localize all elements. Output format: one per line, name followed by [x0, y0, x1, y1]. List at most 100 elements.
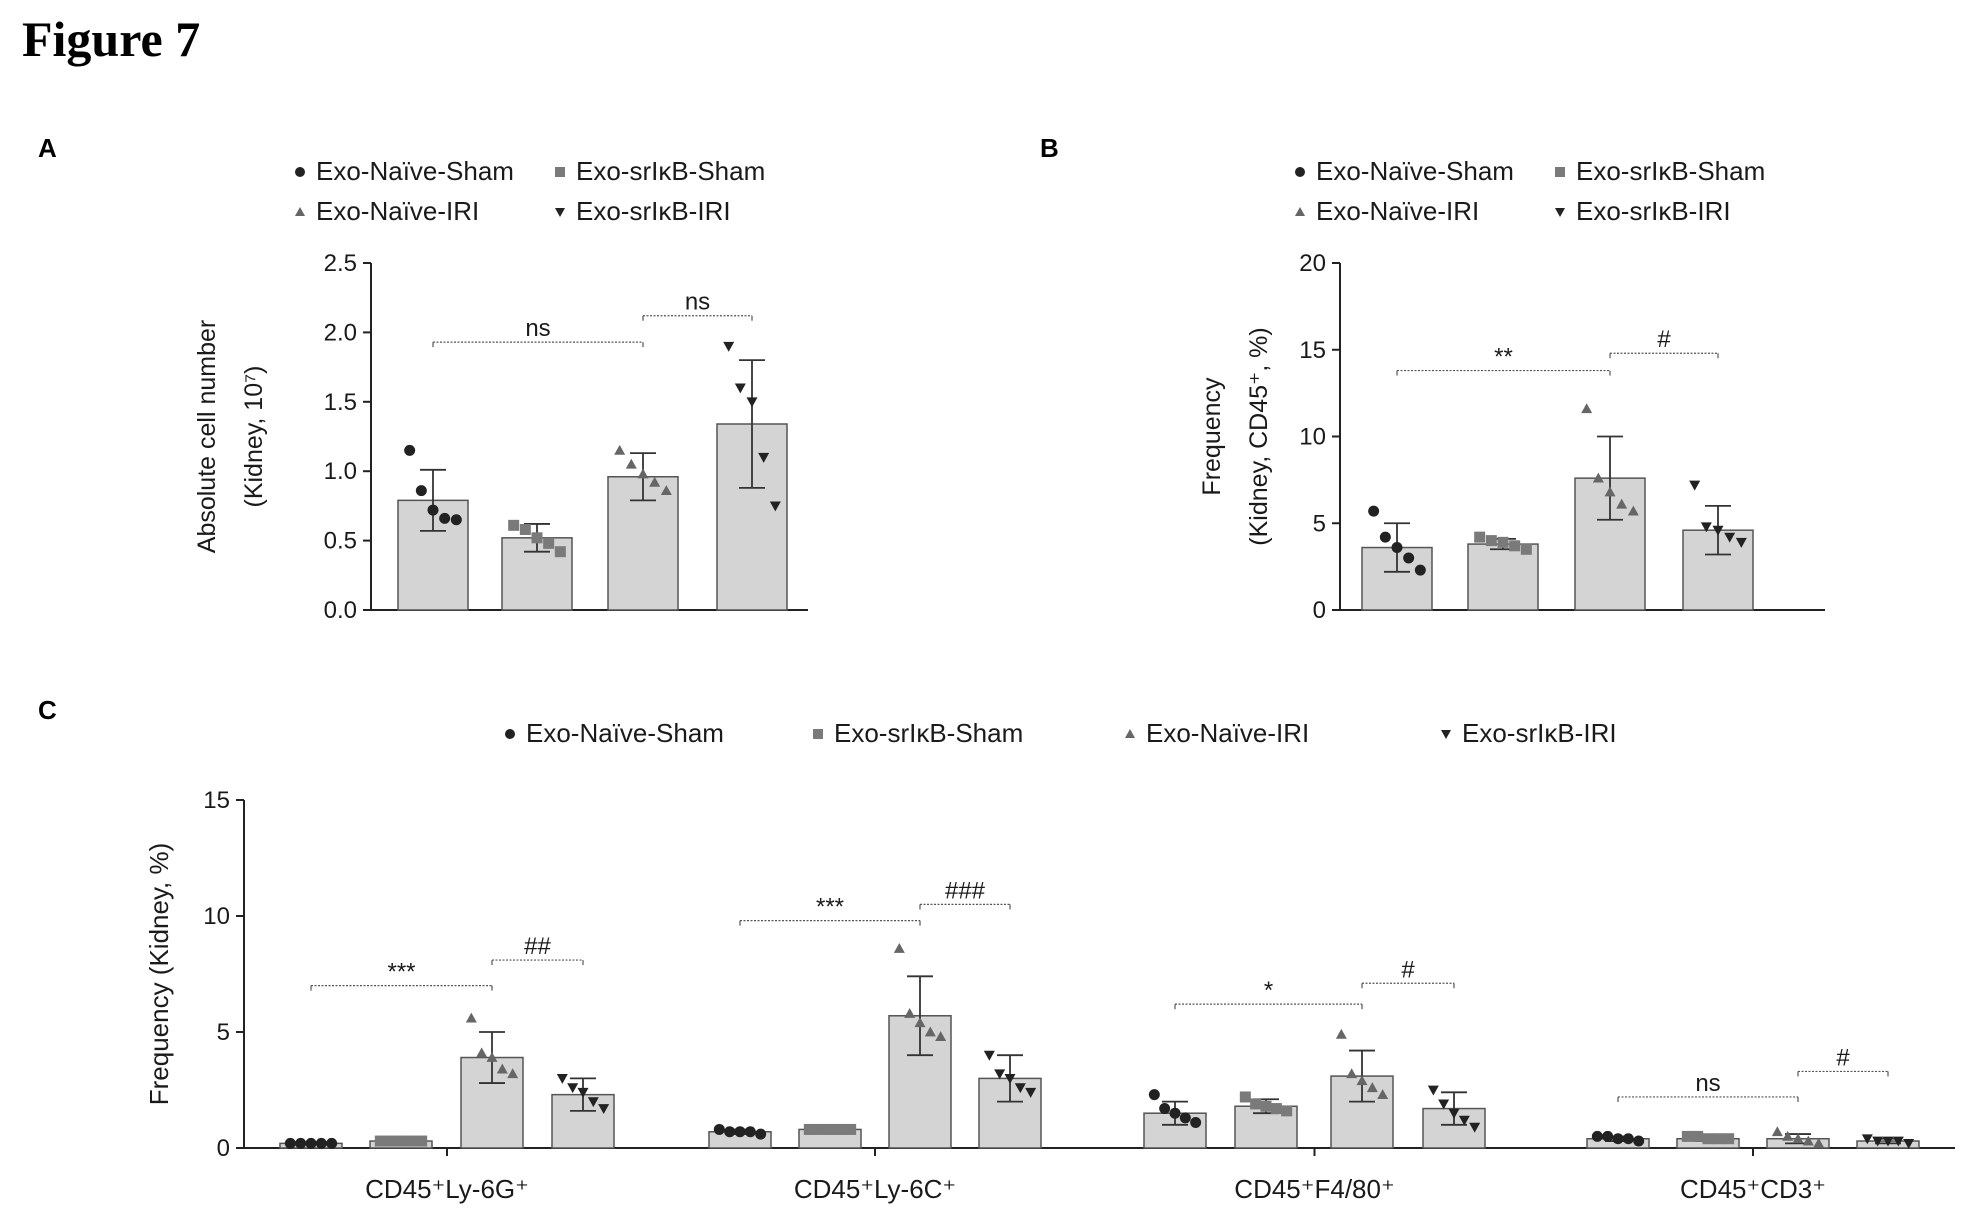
panel-b-data-point [1604, 486, 1616, 497]
panel-c-significance-label: ns [1695, 1070, 1720, 1097]
panel-a-data-point [508, 519, 520, 531]
panel-c-letter: C [38, 695, 57, 725]
panel-a-legend-marker-1 [555, 167, 565, 177]
panel-c-data-point [755, 1128, 767, 1140]
panel-a-y-tick-label: 1.0 [324, 458, 357, 485]
panel-c-data-point [416, 1135, 428, 1147]
panel-a-data-point [531, 532, 543, 544]
panel-c-data-point [326, 1137, 338, 1149]
panel-c-data-point [845, 1123, 857, 1135]
panel-c-data-point [1692, 1130, 1704, 1142]
panel-a-data-point [746, 397, 758, 408]
panel-b-data-point [1485, 535, 1497, 547]
panel-b-data-point [1616, 498, 1628, 509]
panel-c-significance-label: ## [524, 933, 551, 960]
panel-c-data-point [713, 1123, 725, 1135]
panel-a-data-point [734, 383, 746, 394]
panel-c-data-point [1190, 1116, 1202, 1128]
panel-a-legend-label-3: Exo-srIκB-IRI [576, 196, 731, 226]
panel-c-data-point [1281, 1105, 1293, 1117]
panel-c-data-point [374, 1135, 386, 1147]
panel-c-data-point [577, 1087, 589, 1098]
panel-c-legend-marker-0 [505, 729, 515, 739]
panel-c-data-point [556, 1074, 568, 1084]
panel-c-data-point [744, 1126, 756, 1138]
panel-c-data-point [1260, 1100, 1272, 1112]
panel-a-data-point [723, 341, 735, 352]
panel-c-data-point [914, 1017, 926, 1028]
panel-c-significance-label: ### [945, 877, 986, 904]
panel-b-data-point [1712, 525, 1724, 536]
panel-a-y-tick-label: 0.5 [324, 528, 357, 555]
panel-c-data-point [1427, 1085, 1439, 1096]
panel-c-y-tick-label: 10 [203, 903, 230, 930]
panel-c-data-point [385, 1135, 397, 1147]
panel-b-data-point [1724, 532, 1736, 543]
panel-a-y-tick-label: 0.0 [324, 597, 357, 624]
panel-a-y-tick-label: 1.5 [324, 389, 357, 416]
panel-c-legend-label-3: Exo-srIκB-IRI [1462, 718, 1617, 748]
panel-b-legend-marker-3 [1555, 208, 1565, 217]
panel-a-data-point [404, 444, 416, 456]
panel-a-data-point [519, 523, 531, 535]
panel-b-legend-label-0: Exo-Naïve-Sham [1316, 156, 1514, 186]
panel-c-data-point [1270, 1103, 1282, 1115]
panel-c-data-point [1802, 1135, 1814, 1146]
panel-c-legend-marker-3 [1441, 730, 1451, 739]
panel-c-legend-label-0: Exo-Naïve-Sham [526, 718, 724, 748]
panel-a-y-label: Absolute cell number [193, 320, 221, 553]
panel-b-significance-label: ** [1494, 344, 1513, 371]
panel-c-data-point [1702, 1133, 1714, 1145]
panel-a-legend-label-0: Exo-Naïve-Sham [316, 156, 514, 186]
panel-a-legend-marker-0 [295, 167, 305, 177]
panel-c-data-point [598, 1104, 610, 1115]
panel-c-legend-label-1: Exo-srIκB-Sham [834, 718, 1023, 748]
panel-c-data-point [803, 1123, 815, 1135]
panel-c-data-point [1014, 1083, 1026, 1094]
panel-b-data-point [1414, 564, 1426, 576]
panel-b-data-point [1379, 531, 1391, 543]
panel-b-legend-label-3: Exo-srIκB-IRI [1576, 196, 1731, 226]
panel-c-data-point [1169, 1107, 1181, 1119]
panel-b-data-point [1509, 540, 1521, 552]
panel-c-data-point [1813, 1137, 1825, 1148]
panel-c-data-point [567, 1083, 579, 1094]
panel-a-legend-marker-3 [555, 208, 565, 217]
panel-c-data-point [1681, 1130, 1693, 1142]
panel-c-data-point [1612, 1133, 1624, 1145]
panel-b-legend-marker-1 [1555, 167, 1565, 177]
panel-c-data-point [1346, 1068, 1358, 1079]
panel-c-data-point [814, 1123, 826, 1135]
panel-c-data-point [465, 1012, 477, 1023]
panel-c-data-point [295, 1137, 307, 1149]
panel-c-significance-label: *** [816, 894, 844, 921]
panel-c-data-point [1892, 1136, 1904, 1147]
panel-c-data-point [1458, 1115, 1470, 1126]
panel-c-data-point [1377, 1089, 1389, 1100]
panel-c-data-point [1025, 1087, 1037, 1098]
panel-c-y-tick-label: 0 [217, 1135, 230, 1162]
panel-c-significance-label: * [1264, 977, 1273, 1004]
panel-a-legend-label-2: Exo-Naïve-IRI [316, 196, 479, 226]
panel-c-category-label: CD45⁺Ly-6G⁺ [365, 1174, 529, 1204]
panel-a-data-point [543, 537, 555, 549]
panel-c-data-point [1903, 1138, 1915, 1149]
panel-c-data-point [1335, 1028, 1347, 1039]
panel-b-legend-marker-0 [1295, 167, 1305, 177]
panel-a-y-tick-label: 2.0 [324, 319, 357, 346]
panel-c-data-point [893, 942, 905, 953]
panel-c-data-point [734, 1126, 746, 1138]
panel-a-significance-label: ns [685, 289, 710, 316]
panel-c-data-point [1591, 1130, 1603, 1142]
panel-c-y-label: Frequency (Kidney, %) [144, 843, 174, 1106]
panel-b-data-point [1735, 537, 1747, 548]
panel-b-data-point [1700, 522, 1712, 533]
panel-c-significance-label: # [1401, 956, 1415, 983]
panel-c-category-label: CD45⁺F4/80⁺ [1234, 1174, 1394, 1204]
panel-c-data-point [496, 1063, 508, 1074]
panel-c-data-point [486, 1052, 498, 1062]
panel-b-data-point [1689, 480, 1701, 491]
panel-a-letter: A [38, 133, 57, 163]
panel-c-data-point [1366, 1082, 1378, 1093]
